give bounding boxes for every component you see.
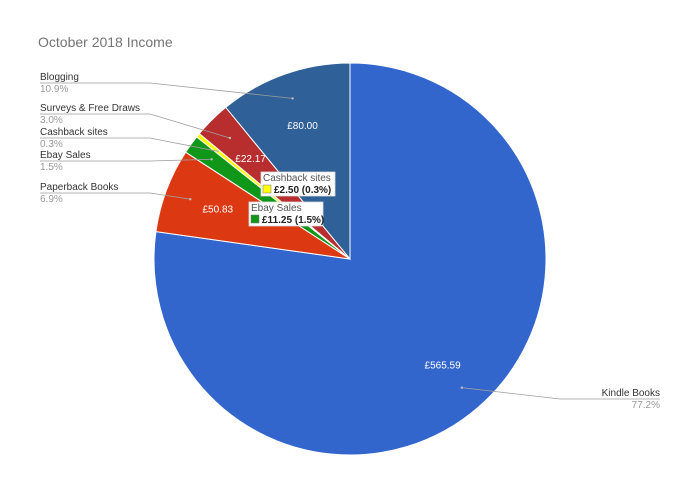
leader-dot-blogging (291, 97, 294, 100)
callout-ebay-sales: Ebay Sales£11.25 (1.5%) (248, 201, 324, 227)
leader-line-cashback-sites (40, 137, 218, 152)
slice-percent-blogging: 10.9% (40, 84, 68, 95)
leader-dot-paperback-books (189, 198, 192, 201)
callout-cashback-sites: Cashback sites£2.50 (0.3%) (260, 171, 336, 197)
slice-percent-ebay-sales: 1.5% (40, 162, 63, 173)
leader-line-paperback-books (40, 192, 191, 200)
chart-title: October 2018 Income (38, 34, 173, 50)
callout-value-ebay-sales: £11.25 (1.5%) (262, 215, 324, 226)
leader-line-surveys-and-free-draws (40, 113, 231, 139)
slice-percent-paperback-books: 6.9% (40, 194, 63, 205)
leader-line-kindle-books (461, 387, 660, 400)
slice-name-ebay-sales: Ebay Sales (40, 150, 91, 161)
callout-box-ebay-sales (248, 201, 324, 227)
leader-line-ebay-sales (40, 158, 212, 162)
slice-percent-surveys-and-free-draws: 3.0% (40, 115, 63, 126)
callout-name-ebay-sales: Ebay Sales (251, 203, 302, 214)
value-label-blogging: £80.00 (287, 121, 318, 132)
slice-name-blogging: Blogging (40, 72, 79, 83)
value-label-surveys-and-free-draws: £22.17 (235, 154, 266, 165)
callouts: Cashback sites£2.50 (0.3%) Ebay Sales£11.… (248, 171, 336, 227)
callout-value-cashback-sites: £2.50 (0.3%) (274, 185, 331, 196)
leader-dot-kindle-books (460, 386, 463, 389)
callout-name-cashback-sites: Cashback sites (263, 173, 331, 184)
slice-percent-cashback-sites: 0.3% (40, 139, 63, 150)
callout-swatch-ebay-sales (250, 214, 260, 224)
leader-line-blogging (40, 82, 293, 99)
slice-name-surveys-and-free-draws: Surveys & Free Draws (40, 103, 140, 114)
slice-name-kindle-books: Kindle Books (602, 388, 660, 399)
callout-box-cashback-sites (260, 171, 336, 197)
slice-name-paperback-books: Paperback Books (40, 182, 118, 193)
leader-dot-surveys-and-free-draws (228, 136, 232, 140)
callout-swatch-cashback-sites (262, 184, 272, 194)
value-label-kindle-books: £565.59 (425, 361, 462, 372)
pie-slices (153, 62, 547, 456)
leader-dot-ebay-sales (210, 158, 213, 161)
slice-name-cashback-sites: Cashback sites (40, 127, 108, 138)
slice-percent-kindle-books: 77.2% (632, 400, 660, 411)
leader-dot-cashback-sites (216, 150, 219, 153)
value-label-paperback-books: £50.83 (203, 205, 234, 216)
